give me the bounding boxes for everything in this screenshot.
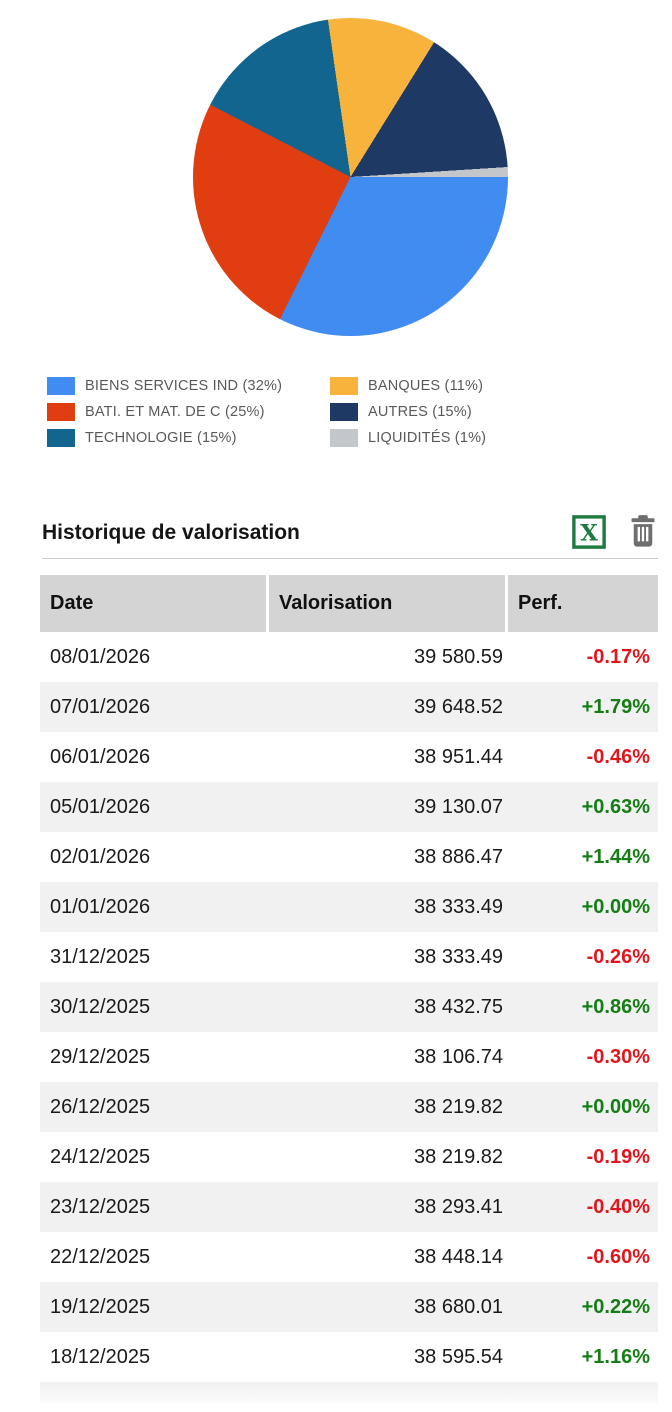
- valuation-history-header: Historique de valorisation X: [42, 514, 658, 552]
- cell-perf: -0.40%: [586, 1195, 650, 1218]
- valuation-table-body: 08/01/2026 39 580.59 -0.17% 07/01/2026 3…: [40, 632, 658, 1382]
- table-row[interactable]: 22/12/2025 38 448.14 -0.60%: [40, 1232, 658, 1282]
- cell-date: 02/01/2026: [50, 845, 151, 868]
- table-row[interactable]: 30/12/2025 38 432.75 +0.86%: [40, 982, 658, 1032]
- cell-valorisation: 39 580.59: [414, 645, 503, 668]
- trash-icon: [628, 514, 658, 552]
- section-title: Historique de valorisation: [42, 521, 300, 544]
- legend-swatch: [330, 403, 358, 421]
- table-row[interactable]: 06/01/2026 38 951.44 -0.46%: [40, 732, 658, 782]
- cell-valorisation: 38 219.82: [414, 1145, 503, 1168]
- cell-perf: -0.46%: [586, 745, 650, 768]
- header-valorisation: Valorisation: [269, 575, 508, 632]
- table-row[interactable]: 23/12/2025 38 293.41 -0.40%: [40, 1182, 658, 1232]
- cell-date: 18/12/2025: [50, 1345, 151, 1368]
- cell-valorisation: 38 106.74: [414, 1045, 503, 1068]
- cell-perf: +0.86%: [581, 995, 650, 1018]
- cell-valorisation: 38 886.47: [414, 845, 503, 868]
- legend-label: BATI. ET MAT. DE C (25%): [85, 404, 265, 420]
- header-date: Date: [40, 575, 269, 632]
- table-row[interactable]: 08/01/2026 39 580.59 -0.17%: [40, 632, 658, 682]
- cell-valorisation: 38 219.82: [414, 1095, 503, 1118]
- legend-swatch: [330, 377, 358, 395]
- cell-valorisation: 38 680.01: [414, 1295, 503, 1318]
- cell-date: 24/12/2025: [50, 1145, 151, 1168]
- pie-legend: BIENS SERVICES IND (32%) BATI. ET MAT. D…: [47, 373, 672, 451]
- legend-swatch: [47, 403, 75, 421]
- svg-text:X: X: [580, 520, 598, 546]
- table-row[interactable]: 01/01/2026 38 333.49 +0.00%: [40, 882, 658, 932]
- cell-perf: -0.60%: [586, 1245, 650, 1268]
- legend-swatch: [47, 377, 75, 395]
- cell-perf: -0.26%: [586, 945, 650, 968]
- cell-perf: -0.30%: [586, 1045, 650, 1068]
- cell-valorisation: 39 648.52: [414, 695, 503, 718]
- legend-label: TECHNOLOGIE (15%): [85, 430, 237, 446]
- table-row[interactable]: 24/12/2025 38 219.82 -0.19%: [40, 1132, 658, 1182]
- table-row[interactable]: 19/12/2025 38 680.01 +0.22%: [40, 1282, 658, 1332]
- legend-item[interactable]: TECHNOLOGIE (15%): [47, 425, 330, 451]
- cell-valorisation: 38 293.41: [414, 1195, 503, 1218]
- legend-swatch: [47, 429, 75, 447]
- cell-date: 01/01/2026: [50, 895, 151, 918]
- excel-icon: X: [572, 514, 606, 552]
- cell-valorisation: 39 130.07: [414, 795, 503, 818]
- legend-label: BIENS SERVICES IND (32%): [85, 378, 283, 394]
- cell-date: 07/01/2026: [50, 695, 151, 718]
- cell-date: 22/12/2025: [50, 1245, 151, 1268]
- table-row[interactable]: 05/01/2026 39 130.07 +0.63%: [40, 782, 658, 832]
- cell-valorisation: 38 595.54: [414, 1345, 503, 1368]
- cell-perf: +0.63%: [581, 795, 650, 818]
- cell-perf: -0.17%: [586, 645, 650, 668]
- legend-item[interactable]: BANQUES (11%): [330, 373, 613, 399]
- legend-label: BANQUES (11%): [368, 378, 484, 394]
- table-row[interactable]: 02/01/2026 38 886.47 +1.44%: [40, 832, 658, 882]
- cell-date: 23/12/2025: [50, 1195, 151, 1218]
- legend-swatch: [330, 429, 358, 447]
- cell-date: 05/01/2026: [50, 795, 151, 818]
- table-row[interactable]: 26/12/2025 38 219.82 +0.00%: [40, 1082, 658, 1132]
- cell-perf: +1.79%: [581, 695, 650, 718]
- cell-date: 31/12/2025: [50, 945, 151, 968]
- cell-valorisation: 38 432.75: [414, 995, 503, 1018]
- divider: [42, 558, 658, 559]
- cell-valorisation: 38 333.49: [414, 895, 503, 918]
- delete-history-button[interactable]: [628, 514, 658, 552]
- cell-valorisation: 38 333.49: [414, 945, 503, 968]
- cell-date: 08/01/2026: [50, 645, 151, 668]
- legend-label: LIQUIDITÉS (1%): [368, 430, 487, 446]
- cell-date: 26/12/2025: [50, 1095, 151, 1118]
- cell-date: 19/12/2025: [50, 1295, 151, 1318]
- cell-perf: -0.19%: [586, 1145, 650, 1168]
- excel-export-button[interactable]: X: [572, 514, 606, 552]
- cell-date: 30/12/2025: [50, 995, 151, 1018]
- legend-item[interactable]: LIQUIDITÉS (1%): [330, 425, 613, 451]
- table-row[interactable]: 31/12/2025 38 333.49 -0.26%: [40, 932, 658, 982]
- partial-next-row: [40, 1382, 658, 1403]
- table-row[interactable]: 29/12/2025 38 106.74 -0.30%: [40, 1032, 658, 1082]
- cell-date: 29/12/2025: [50, 1045, 151, 1068]
- legend-item[interactable]: BATI. ET MAT. DE C (25%): [47, 399, 330, 425]
- pie-chart[interactable]: [193, 18, 508, 336]
- valuation-table: Date Valorisation Perf. 08/01/2026 39 58…: [40, 575, 658, 1403]
- table-row[interactable]: 18/12/2025 38 595.54 +1.16%: [40, 1332, 658, 1382]
- cell-perf: +1.16%: [581, 1345, 650, 1368]
- cell-valorisation: 38 448.14: [414, 1245, 503, 1268]
- legend-item[interactable]: BIENS SERVICES IND (32%): [47, 373, 330, 399]
- table-row[interactable]: 07/01/2026 39 648.52 +1.79%: [40, 682, 658, 732]
- cell-perf: +0.00%: [581, 895, 650, 918]
- cell-perf: +0.00%: [581, 1095, 650, 1118]
- cell-valorisation: 38 951.44: [414, 745, 503, 768]
- table-header-row: Date Valorisation Perf.: [40, 575, 658, 632]
- legend-item[interactable]: AUTRES (15%): [330, 399, 613, 425]
- cell-date: 06/01/2026: [50, 745, 151, 768]
- cell-perf: +0.22%: [581, 1295, 650, 1318]
- cell-perf: +1.44%: [581, 845, 650, 868]
- legend-label: AUTRES (15%): [368, 404, 472, 420]
- header-perf: Perf.: [518, 592, 563, 614]
